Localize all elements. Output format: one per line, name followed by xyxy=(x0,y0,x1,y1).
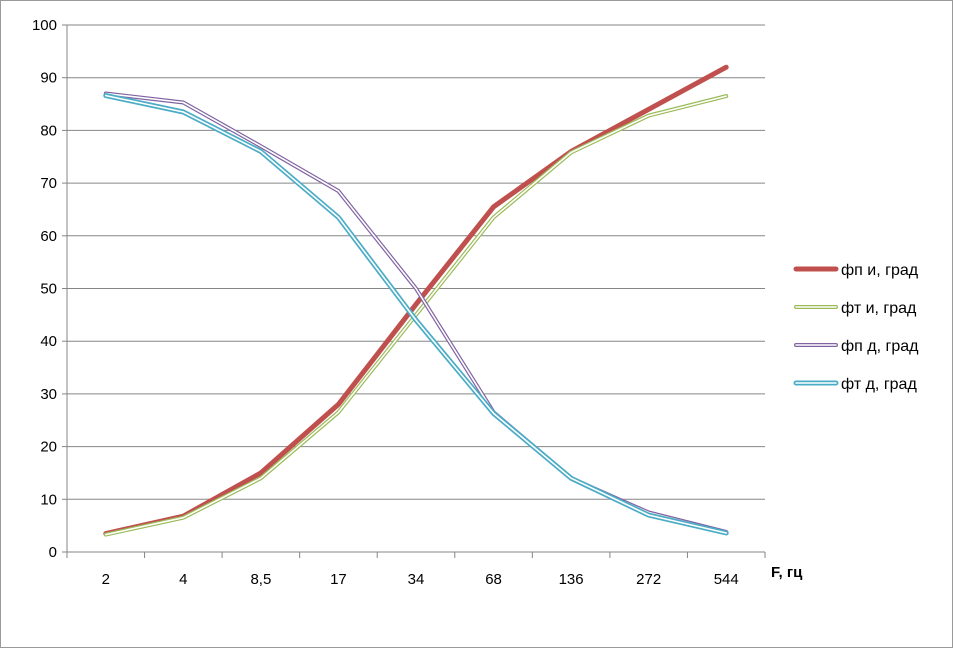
x-axis: 2 4 8,5 17 34 68 136 272 544 xyxy=(66,25,766,588)
y-tick-label: 10 xyxy=(40,491,57,508)
legend: фп и, град фт и, град фп д, град фт д, град xyxy=(793,262,919,393)
x-tick-label: 544 xyxy=(714,571,739,588)
y-tick-label: 40 xyxy=(40,333,57,350)
x-tick-label: 17 xyxy=(330,571,347,588)
legend-item: фп д, град xyxy=(794,338,919,355)
legend-item: фт д, град xyxy=(793,376,917,393)
y-tick-label: 0 xyxy=(49,544,57,561)
x-axis-title: F, гц xyxy=(771,564,803,581)
y-tick-label: 100 xyxy=(32,17,57,34)
legend-label: фп д, град xyxy=(841,338,919,355)
series-line xyxy=(103,64,729,537)
y-tick-label: 30 xyxy=(40,386,57,403)
x-tick-label: 34 xyxy=(408,571,425,588)
y-tick-label: 50 xyxy=(40,281,57,298)
series-3 xyxy=(103,93,729,536)
series-lines xyxy=(103,64,729,537)
y-tick-label: 60 xyxy=(40,228,57,245)
y-tick-label: 20 xyxy=(40,439,57,456)
series-1 xyxy=(103,94,729,537)
y-tick-label: 70 xyxy=(40,175,57,192)
gridlines xyxy=(67,24,765,500)
x-tick-label: 2 xyxy=(102,571,110,588)
y-axis-ticks: 0 10 20 30 40 50 60 70 80 90 100 xyxy=(32,17,67,561)
legend-label: фт и, град xyxy=(841,300,917,317)
legend-label: фп и, град xyxy=(841,262,919,279)
series-line-inner xyxy=(105,94,727,534)
x-tick-label: 68 xyxy=(485,571,502,588)
legend-item: фт и, град xyxy=(794,300,917,317)
series-line-inner xyxy=(105,95,727,536)
x-tick-label: 136 xyxy=(559,571,584,588)
legend-label: фт д, град xyxy=(841,376,917,393)
x-tick-label: 4 xyxy=(179,571,187,588)
legend-item: фп и, град xyxy=(793,262,919,279)
x-tick-label: 8,5 xyxy=(250,571,271,588)
y-tick-label: 90 xyxy=(40,70,57,87)
series-0 xyxy=(103,64,729,537)
x-tick-label: 272 xyxy=(636,571,661,588)
y-tick-label: 80 xyxy=(40,122,57,139)
